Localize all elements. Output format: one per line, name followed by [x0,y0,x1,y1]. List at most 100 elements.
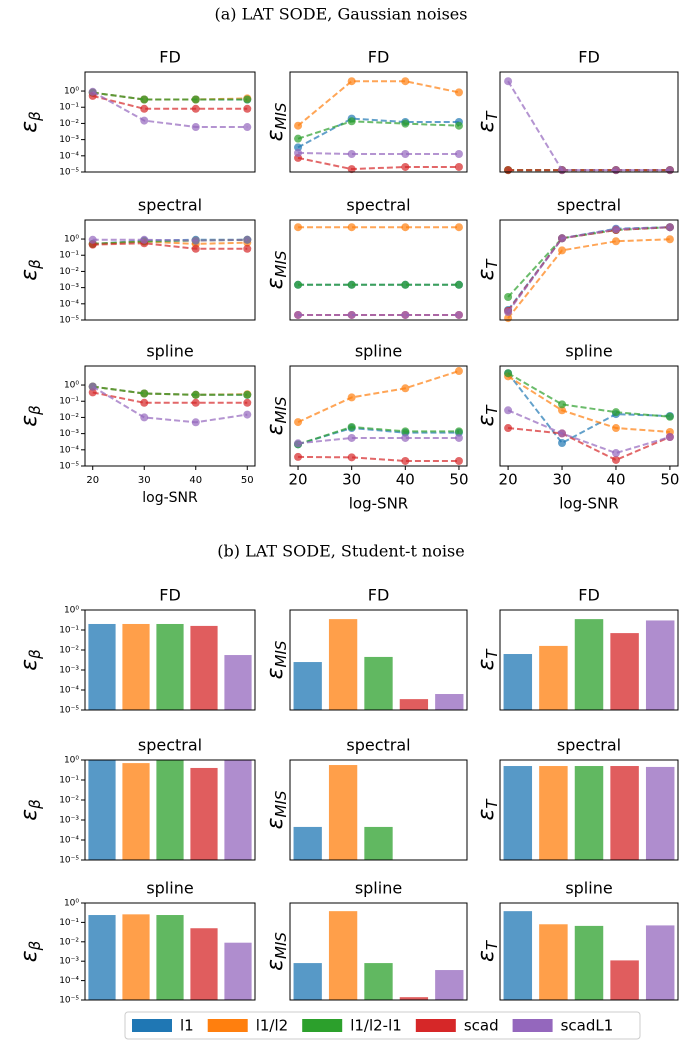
legend-swatch [415,1019,456,1032]
x-tick-label: 40 [606,471,625,489]
data-point [611,449,620,458]
data-point [347,310,356,319]
data-point [454,121,463,130]
series-line [297,436,459,445]
y-axis-label: εβ [17,111,44,133]
data-point [347,165,356,174]
x-tick-label: 50 [241,475,254,486]
subplot-title: FD [578,586,600,605]
y-tick-label: 10⁻¹ [59,776,79,786]
x-axis-label: log-SNR [349,495,408,513]
subplot-title: spectral [346,736,410,755]
bar [645,925,675,1000]
y-tick-label: 10⁻¹ [59,918,79,928]
subplot: FD εβ 10⁰ 10⁻¹ 10⁻² 10⁻³ 10⁻⁴ 10⁻⁵ [17,48,256,178]
x-tick-label: 20 [86,475,99,486]
data-point [454,456,463,465]
subplot: FD εT [474,586,679,711]
series-line [298,455,459,462]
series-line [92,90,248,129]
legend-frame [124,1011,641,1040]
subplot-title: spectral [138,196,202,215]
data-point [454,162,463,171]
bar [574,619,604,710]
y-axis-label-subscript: T [483,110,501,121]
bar [399,997,429,1000]
y-tick-label: 10⁻⁴ [59,976,79,986]
data-point [294,134,303,143]
legend: l1 l1/l2 l1/l2-l1 scad scadL1 [124,1011,641,1040]
y-tick-label: 10⁰ [64,606,79,616]
y-tick-label: 10⁻⁵ [59,168,79,178]
data-point [191,390,200,399]
y-axis-label: εMIS [263,102,290,141]
data-point [558,406,567,415]
bar [293,826,322,860]
subplot-title: spectral [557,196,621,215]
data-point [191,418,200,427]
y-axis-label-subscript: MIS [272,640,290,667]
data-point [665,432,674,441]
data-point [454,310,463,319]
legend-label: l1 [180,1017,194,1035]
y-axis-label-subscript: MIS [272,790,290,817]
bar [293,662,322,710]
series-line [507,372,670,418]
subplot: spline εMIS [263,879,468,1001]
axes-frame [84,609,256,711]
data-point [191,104,200,113]
legend-swatch [302,1019,343,1032]
data-point [611,408,620,417]
data-point [454,223,463,232]
bar [224,655,252,710]
y-axis-label: εT [474,258,501,281]
bar [190,625,218,710]
bar [328,619,358,710]
series-line [297,370,460,424]
y-tick-label: 10⁻⁴ [59,836,79,846]
subplot: FD εMIS [263,48,468,174]
subplot-title: FD [368,586,390,605]
data-point [611,166,620,175]
y-axis-label: εT [474,110,501,133]
subplot-title: spectral [138,736,202,755]
y-axis-label-subscript: MIS [272,102,290,129]
series-line [507,226,670,312]
y-axis-label: εMIS [263,250,290,289]
y-tick-label: 10⁻¹ [59,397,79,407]
subplot-title: spline [355,879,402,898]
subplot: FD εMIS [263,586,468,711]
legend-label: l1/l2 [256,1017,288,1035]
bar [435,970,464,1000]
y-axis-label: εT [474,404,501,427]
bar [645,620,675,710]
data-point [504,369,513,378]
data-point [347,393,356,402]
axes-frame [84,902,256,1001]
y-tick-label: 10⁻¹ [59,103,79,113]
y-axis-label: εMIS [263,790,290,829]
axes-frame [289,219,468,321]
y-tick-label: 10⁻³ [59,816,79,826]
data-point [454,88,463,97]
data-point [191,95,200,104]
data-point [140,235,149,244]
y-tick-label: 10⁻³ [59,957,79,967]
data-point [401,310,410,319]
bar [503,911,533,1000]
axes-frame [84,219,256,321]
data-point [401,433,410,442]
y-axis-label-symbol: ε [474,415,499,427]
y-tick-label: 10⁻³ [59,135,79,145]
data-point [294,143,303,152]
data-point [611,424,620,433]
data-point [243,410,252,419]
y-axis-label-symbol: ε [263,129,288,141]
series-line [507,372,670,445]
y-tick-label: 10⁰ [64,235,79,245]
bar [539,645,568,710]
data-point [243,398,252,407]
bar [88,623,116,710]
y-axis-label-subscript: β [26,799,44,810]
subplot-title: spectral [346,196,410,215]
